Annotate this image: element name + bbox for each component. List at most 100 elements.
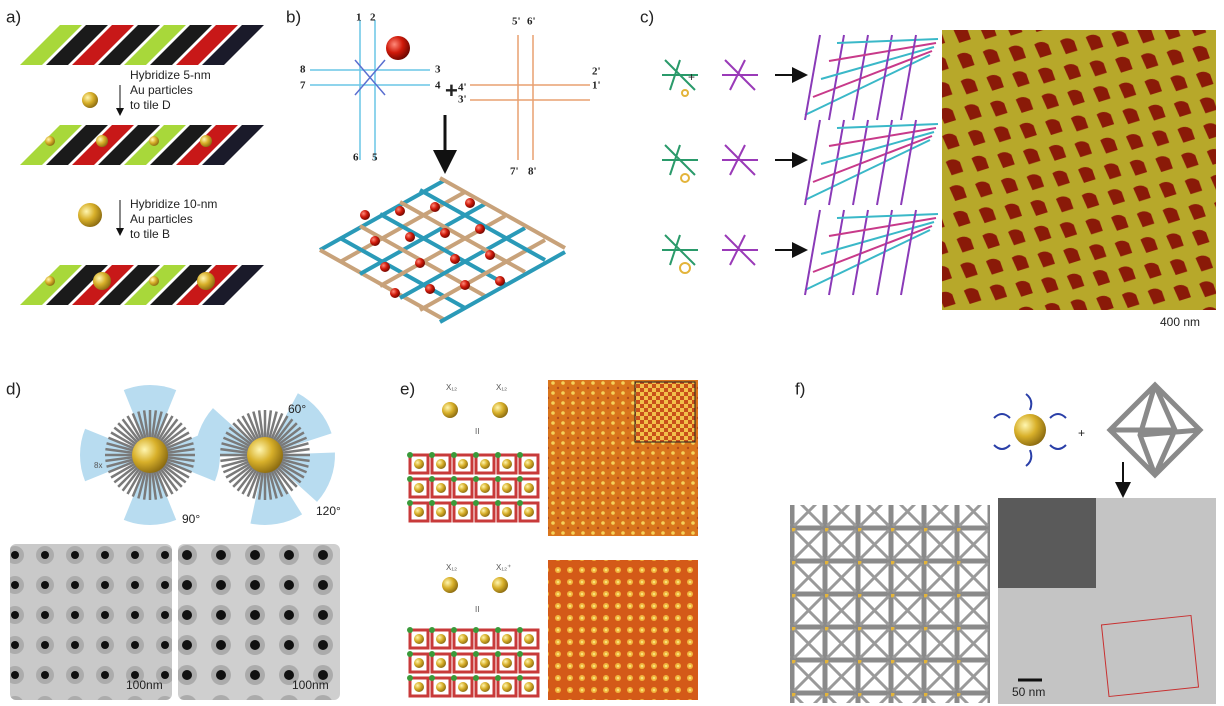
arm-label: 7 [300,80,306,92]
roman-label: II [475,427,479,436]
tile-node [429,476,435,482]
lattice-bar [399,226,526,300]
gold-particle [480,634,490,644]
gold-particle [480,483,490,493]
panel-b: b) 1 2 3 4 5 6 7 8 1' 2' 3' 4' 5' 6' 7' … [286,7,601,324]
gold-particle [430,202,440,212]
arm-label: 2' [592,66,601,78]
tile-strip [150,265,212,305]
lattice-bar [812,50,933,98]
tile [430,501,452,523]
panel-label: b) [286,7,301,26]
tile-strip [202,125,264,165]
tile [430,676,452,698]
gold-particle [460,280,470,290]
lattice-bar [439,176,566,250]
tile-strip [202,265,264,305]
tile-cyan [310,20,430,160]
gold-particle [524,658,534,668]
tile-strip [46,125,108,165]
tile-node [473,675,479,681]
arm-label: 1 [356,12,362,24]
tile-node [451,627,457,633]
panel-label: c) [640,7,654,26]
gold-particle [458,658,468,668]
arm-label: 4' [458,82,467,94]
gold-particle [414,682,424,692]
plus-sign: + [445,78,458,103]
plus-sign: + [688,70,695,84]
gold-particle [524,682,534,692]
tile-strip [150,25,212,65]
tile-node [407,675,413,681]
gold-particle [502,658,512,668]
tile-node [517,500,523,506]
tile [518,676,540,698]
tile-strip [46,25,108,65]
gold-particle [132,437,168,473]
tile-node [495,675,501,681]
tile-node [407,500,413,506]
tile [474,501,496,523]
tile [430,652,452,674]
tile [452,652,474,674]
panel-e: e) X₁₂ X₁₂ X₁₂ X₁₂⁺ II II [400,379,698,700]
lattice-bar [820,131,935,165]
gold-particle [502,634,512,644]
tile [662,144,698,176]
arm-label: 4 [435,80,441,92]
tile-node [451,476,457,482]
tile-label: X₁₂ [496,383,507,392]
tile [518,652,540,674]
tile [430,628,452,650]
gold-particle [480,658,490,668]
gold-particle [502,507,512,517]
tile [452,501,474,523]
arm-label: 1' [592,80,601,92]
step-text: Hybridize 10-nm [130,197,217,211]
gold-particle [458,682,468,692]
gold-particle [465,198,475,208]
tile [474,453,496,475]
step-text: Hybridize 5-nm [130,68,211,82]
gold-particle [247,437,283,473]
gold-particle [436,634,446,644]
lattice-bar [900,119,917,206]
afm-image [548,560,698,700]
gold-particle [149,136,159,146]
tile-node [495,476,501,482]
lattice-bar [828,209,845,296]
lattice-bar [876,209,893,296]
gold-particle [386,36,410,60]
step-text: Au particles [130,212,193,226]
lattice-bar [439,250,566,324]
tile [496,652,518,674]
tile-strip [20,25,82,65]
lattice-bar [820,46,935,80]
lattice [319,176,566,324]
tile-node [451,452,457,458]
panel-label: e) [400,379,415,398]
gold-particle [93,272,111,290]
arm-label: 3 [435,64,441,76]
lattice-bar [828,127,937,147]
tile-strip [98,125,160,165]
tile [492,402,508,418]
lattice-bar [876,119,893,206]
tile [496,628,518,650]
tile [662,234,698,266]
tile [408,652,430,674]
gold-particle [458,507,468,517]
tile [722,234,758,266]
tile [408,676,430,698]
gold-particle [524,634,534,644]
tile-node [407,651,413,657]
gold-particle [78,203,102,227]
lattice-bar [836,38,939,44]
gold-particle [502,682,512,692]
gold-particle [524,459,534,469]
tile [430,453,452,475]
tile-arrays [20,25,264,305]
tile-node [407,452,413,458]
